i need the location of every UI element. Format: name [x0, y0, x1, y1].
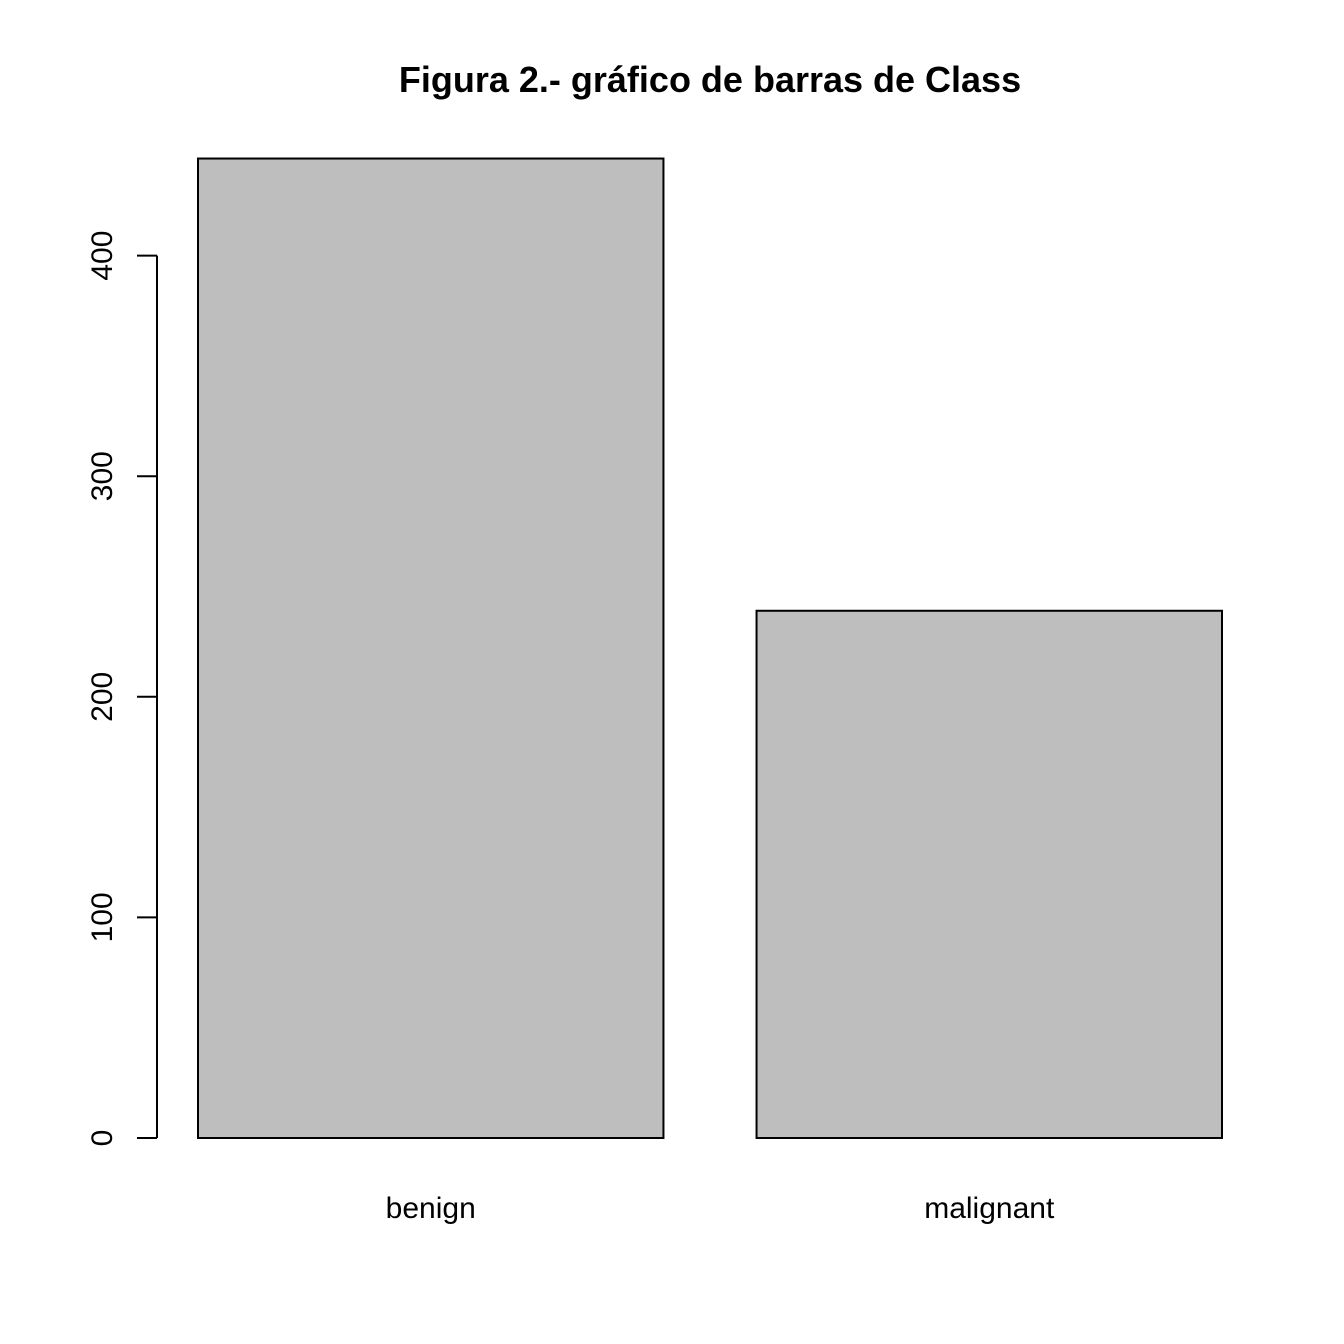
y-tick-label: 200	[86, 672, 119, 722]
x-category-label: malignant	[924, 1192, 1055, 1225]
x-axis-labels: benign malignant	[386, 1192, 1055, 1225]
y-tick-label: 400	[86, 231, 119, 281]
y-axis: 0 100 200 300 400	[86, 231, 158, 1147]
chart-title: Figura 2.- gráfico de barras de Class	[399, 59, 1021, 100]
bars	[197, 157, 1224, 1139]
x-category-label: benign	[386, 1192, 476, 1225]
y-tick-label: 0	[86, 1130, 119, 1147]
bar-benign	[197, 157, 665, 1139]
bar-malignant	[755, 609, 1224, 1139]
y-tick-label: 300	[86, 451, 119, 501]
y-tick-label: 100	[86, 892, 119, 942]
